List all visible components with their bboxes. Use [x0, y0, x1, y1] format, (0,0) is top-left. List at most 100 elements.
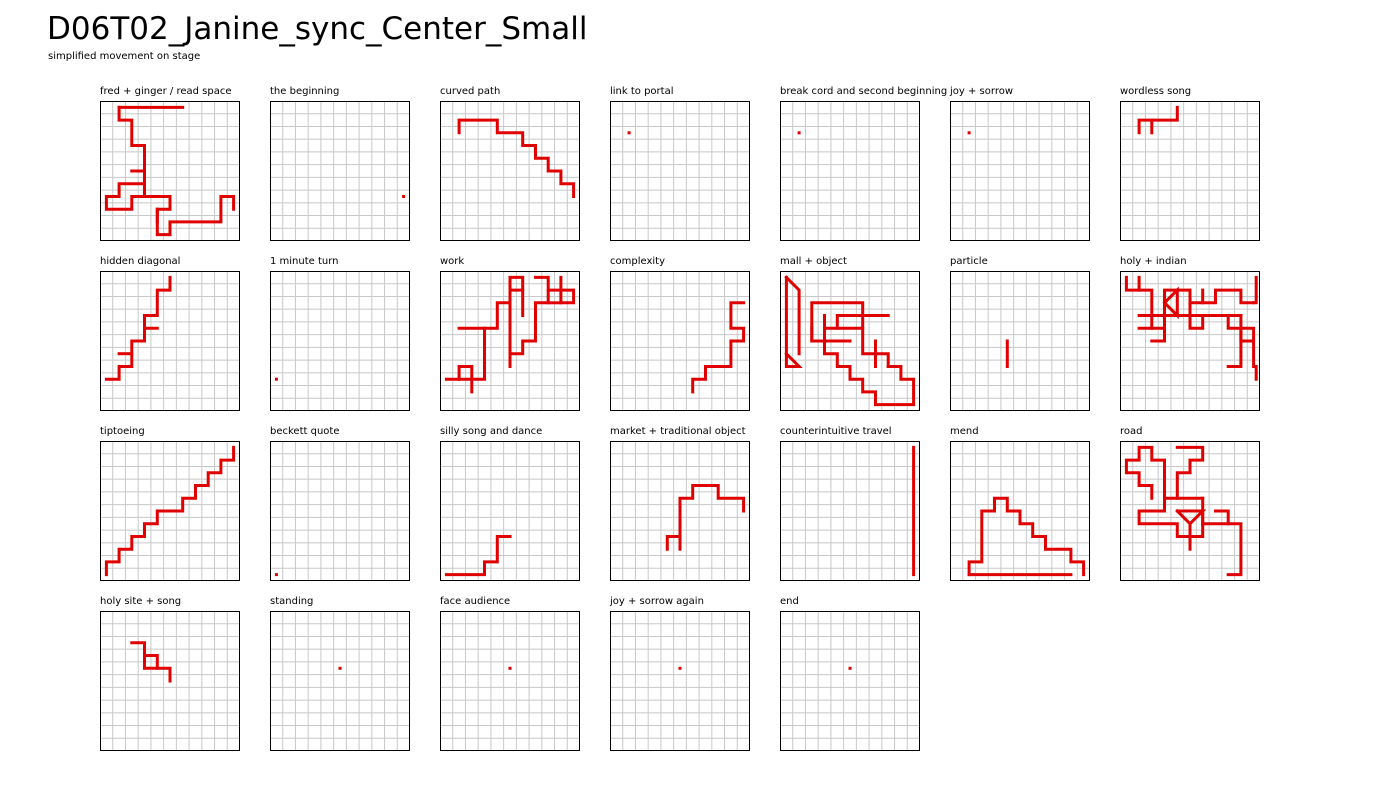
- stage-frame: [780, 271, 920, 411]
- movement-path: [784, 275, 803, 368]
- movement-path: [457, 365, 474, 394]
- stage-grid: [270, 101, 410, 241]
- stage-grid: [440, 101, 580, 241]
- movement-path: [967, 496, 1086, 577]
- panel-label: curved path: [440, 86, 501, 97]
- stage-frame: [270, 271, 410, 411]
- stage-frame: [780, 101, 920, 241]
- movement-panel: the beginning: [270, 86, 430, 246]
- movement-path: [143, 275, 172, 330]
- movement-panel: joy + sorrow: [950, 86, 1110, 246]
- panel-label: holy + indian: [1120, 256, 1187, 267]
- stage-grid: [270, 611, 410, 751]
- stage-frame: [950, 441, 1090, 581]
- movement-path: [104, 445, 236, 577]
- stage-frame: [100, 271, 240, 411]
- panel-label: beckett quote: [270, 426, 340, 437]
- stage-frame: [270, 611, 410, 751]
- stage-grid: [610, 271, 750, 411]
- stage-grid: [780, 441, 920, 581]
- movement-path: [104, 314, 146, 381]
- stage-frame: [270, 101, 410, 241]
- movement-path: [823, 326, 916, 407]
- stage-grid: [440, 271, 580, 411]
- movement-panel: holy site + song: [100, 596, 260, 756]
- page-subtitle: simplified movement on stage: [48, 51, 201, 62]
- panel-label: particle: [950, 256, 988, 267]
- movement-panel: mall + object: [780, 256, 940, 416]
- movement-panel: tiptoeing: [100, 426, 260, 586]
- stage-frame: [440, 611, 580, 751]
- panel-label: link to portal: [610, 86, 674, 97]
- movement-path: [1163, 314, 1205, 330]
- movement-path: [457, 118, 576, 198]
- stage-frame: [610, 441, 750, 581]
- movement-path: [835, 314, 890, 330]
- panel-label: silly song and dance: [440, 426, 543, 437]
- stage-frame: [100, 441, 240, 581]
- panel-label: the beginning: [270, 86, 340, 97]
- panel-label: joy + sorrow again: [610, 596, 704, 607]
- stage-frame: [780, 611, 920, 751]
- position-dot: [678, 666, 682, 670]
- movement-path: [143, 195, 236, 237]
- movement-panel: beckett quote: [270, 426, 430, 586]
- panel-label: mall + object: [780, 256, 847, 267]
- stage-grid: [270, 441, 410, 581]
- stage-frame: [440, 101, 580, 241]
- panel-label: face audience: [440, 596, 511, 607]
- position-dot: [967, 131, 971, 135]
- position-dot: [338, 666, 342, 670]
- stage-grid: [100, 271, 240, 411]
- movement-path: [1226, 522, 1243, 577]
- panel-label: break cord and second beginning: [780, 86, 948, 97]
- stage-grid: [1120, 271, 1260, 411]
- stage-grid: [100, 611, 240, 751]
- stage-frame: [270, 441, 410, 581]
- panel-label: mend: [950, 426, 979, 437]
- panel-label: holy site + song: [100, 596, 182, 607]
- stage-frame: [100, 101, 240, 241]
- movement-panel: road: [1120, 426, 1280, 586]
- stage-frame: [100, 611, 240, 751]
- movement-panel: end: [780, 596, 940, 756]
- movement-panel: link to portal: [610, 86, 770, 246]
- movement-path: [104, 105, 146, 211]
- movement-path: [444, 535, 512, 577]
- movement-path: [1137, 496, 1205, 538]
- movement-panel: wordless song: [1120, 86, 1280, 246]
- movement-path: [1124, 445, 1205, 500]
- stage-grid: [610, 441, 750, 581]
- movement-path: [1252, 275, 1258, 305]
- stage-grid: [950, 441, 1090, 581]
- stage-frame: [440, 441, 580, 581]
- stage-grid: [100, 101, 240, 241]
- movement-path: [1163, 288, 1179, 305]
- stage-grid: [440, 441, 580, 581]
- movement-path: [143, 654, 159, 670]
- movement-path: [1175, 508, 1207, 526]
- movement-panel: complexity: [610, 256, 770, 416]
- movement-path: [1124, 275, 1141, 292]
- movement-path: [1137, 326, 1166, 343]
- position-dot: [797, 131, 801, 135]
- movement-panel: particle: [950, 256, 1110, 416]
- stage-frame: [950, 271, 1090, 411]
- movement-panel: fred + ginger / read space: [100, 86, 260, 246]
- stage-frame: [610, 101, 750, 241]
- movement-panel: mend: [950, 426, 1110, 586]
- movement-path: [444, 275, 525, 381]
- stage-frame: [610, 611, 750, 751]
- movement-panel: counterintuitive travel: [780, 426, 940, 586]
- panel-label: hidden diagonal: [100, 256, 181, 267]
- stage-frame: [1120, 101, 1260, 241]
- movement-path: [874, 339, 890, 368]
- stage-frame: [1120, 441, 1260, 581]
- stage-grid: [100, 441, 240, 581]
- panel-label: joy + sorrow: [950, 86, 1014, 97]
- position-dot: [274, 377, 278, 381]
- stage-grid: [610, 101, 750, 241]
- panel-label: market + traditional object: [610, 426, 746, 437]
- stage-grid: [780, 271, 920, 411]
- movement-panel: hidden diagonal: [100, 256, 260, 416]
